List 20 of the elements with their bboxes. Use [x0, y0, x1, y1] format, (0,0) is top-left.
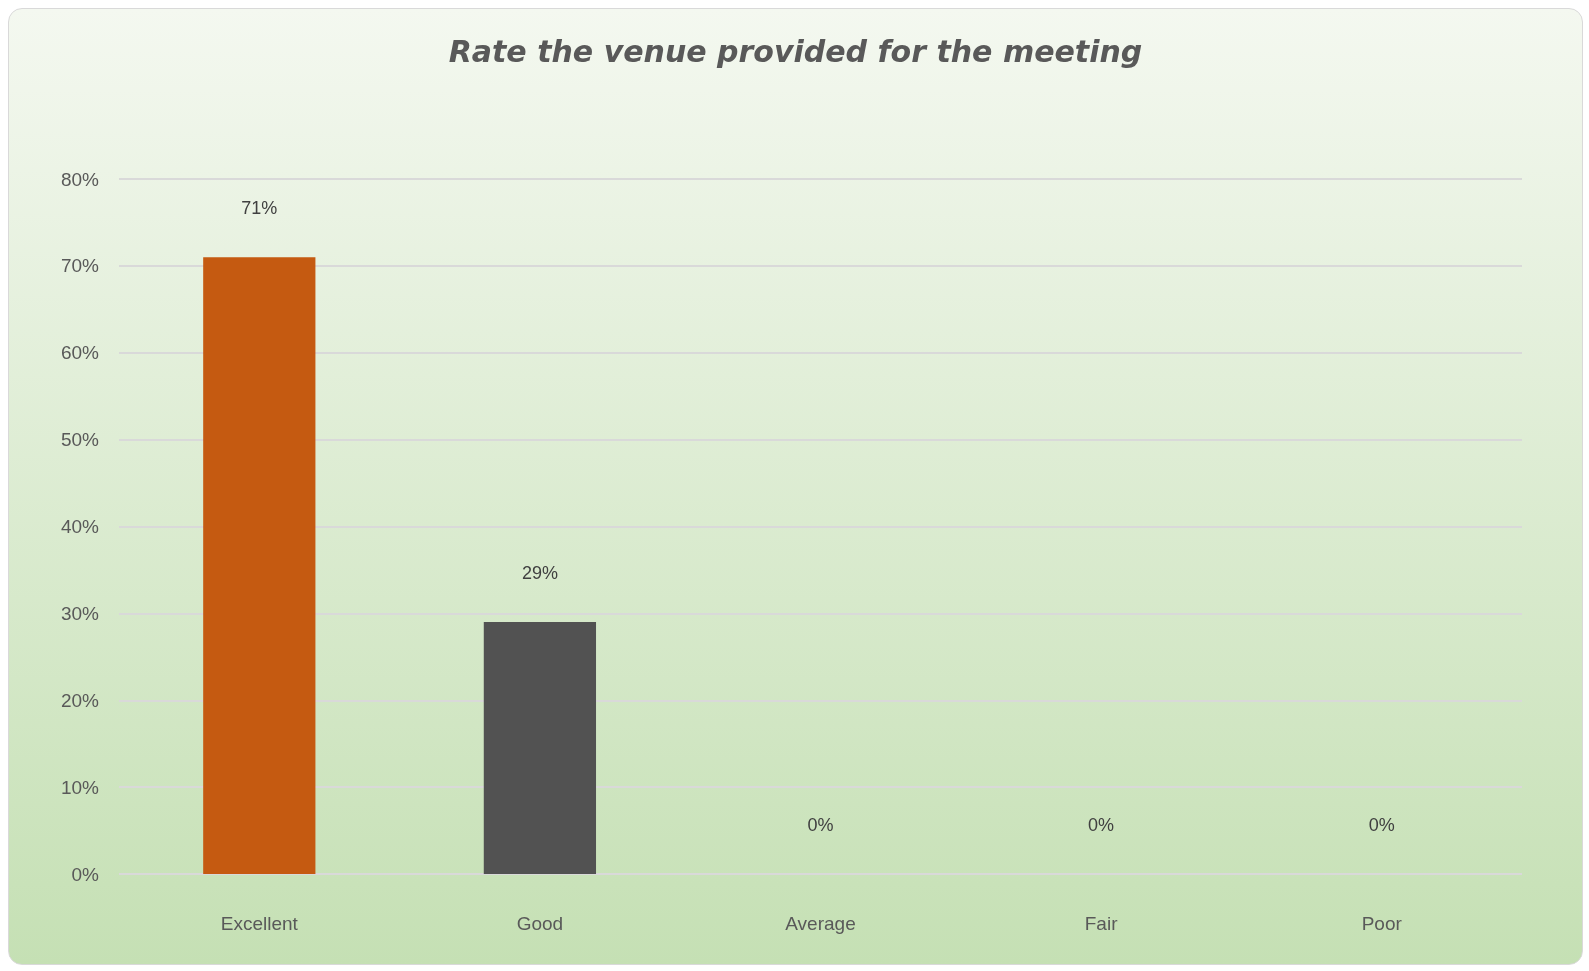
data-label: 0% — [1088, 815, 1115, 835]
x-tick-label: Excellent — [220, 913, 299, 934]
chart-title: Rate the venue provided for the meeting — [448, 33, 1143, 69]
y-tick-label: 70% — [60, 255, 100, 277]
y-tick-label: 30% — [60, 602, 100, 624]
y-tick-label: 20% — [60, 689, 100, 711]
y-tick-label: 0% — [71, 863, 100, 885]
y-tick-label: 10% — [60, 776, 100, 798]
x-tick-label: Average — [785, 913, 856, 934]
data-label: 29% — [521, 563, 558, 584]
x-tick-label: Poor — [1361, 913, 1403, 934]
y-tick-label: 50% — [60, 429, 100, 451]
y-tick-label: 60% — [60, 342, 100, 364]
data-label: 71% — [241, 198, 278, 219]
y-tick-label: 80% — [60, 168, 100, 190]
x-tick-label: Fair — [1084, 913, 1119, 934]
y-tick-label: 40% — [60, 516, 100, 537]
data-label: 0% — [807, 815, 834, 835]
x-tick-label: Good — [516, 913, 564, 934]
data-label: 0% — [1368, 815, 1395, 835]
